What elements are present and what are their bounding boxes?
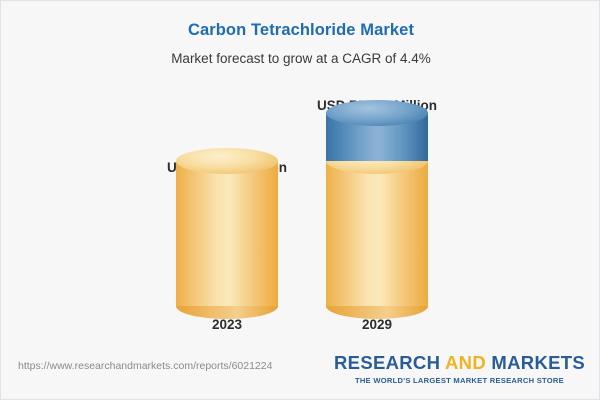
logo-tagline: THE WORLD'S LARGEST MARKET RESEARCH STOR… (355, 376, 564, 385)
research-and-markets-logo[interactable]: RESEARCH AND MARKETS THE WORLD'S LARGEST… (334, 352, 585, 385)
report-url[interactable]: https://www.researchandmarkets.com/repor… (18, 360, 273, 372)
cylinder-top-ellipse (326, 100, 428, 126)
cylinder-yellow-2029[interactable] (326, 148, 428, 319)
logo-word-and: AND (445, 352, 486, 373)
cylinder-blue-2029[interactable] (326, 100, 428, 161)
chart-subtitle: Market forecast to grow at a CAGR of 4.4… (171, 51, 431, 66)
footer: https://www.researchandmarkets.com/repor… (1, 344, 600, 399)
chart-title: Carbon Tetrachloride Market (187, 21, 415, 39)
category-label-2029: 2029 (361, 317, 393, 332)
cylinder-yellow-2023[interactable] (176, 148, 278, 319)
category-label-2023: 2023 (211, 317, 243, 332)
cylinder-top-ellipse (176, 148, 278, 174)
chart-plot-area: USD 552.14 Million 2023 USD 704.74 Milli… (1, 1, 600, 346)
logo-word-research: RESEARCH (334, 352, 445, 373)
logo-wordmark: RESEARCH AND MARKETS (334, 352, 585, 374)
logo-word-markets: MARKETS (485, 352, 585, 373)
cylinder-body (326, 161, 428, 306)
cylinder-body (176, 161, 278, 306)
